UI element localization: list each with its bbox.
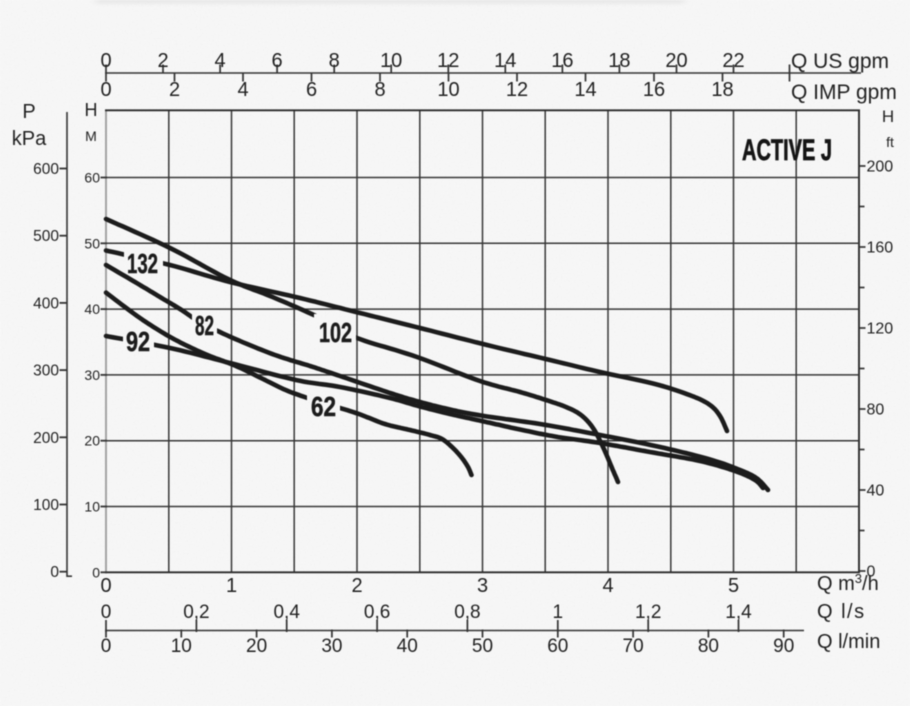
svg-text:400: 400 [33, 295, 59, 312]
svg-text:kPa: kPa [12, 128, 47, 150]
svg-text:0: 0 [100, 50, 111, 72]
svg-text:1,2: 1,2 [635, 602, 661, 623]
svg-text:0: 0 [100, 79, 111, 101]
svg-text:0,6: 0,6 [364, 602, 390, 623]
svg-text:Q US gpm: Q US gpm [791, 50, 889, 73]
svg-text:Q l/min: Q l/min [817, 631, 880, 653]
svg-text:70: 70 [623, 636, 644, 657]
svg-text:50: 50 [84, 235, 100, 251]
svg-text:1,4: 1,4 [725, 602, 752, 623]
svg-text:120: 120 [867, 321, 894, 338]
svg-text:10: 10 [380, 50, 402, 72]
svg-text:4: 4 [602, 575, 613, 597]
svg-text:22: 22 [722, 50, 744, 72]
svg-text:40: 40 [84, 301, 100, 317]
svg-text:1: 1 [226, 575, 237, 597]
svg-text:4: 4 [215, 50, 226, 72]
svg-text:500: 500 [33, 228, 59, 245]
svg-text:10: 10 [437, 79, 459, 101]
svg-text:0,8: 0,8 [454, 602, 480, 623]
svg-text:132: 132 [127, 248, 158, 279]
svg-text:M: M [85, 128, 97, 144]
svg-text:14: 14 [574, 79, 596, 101]
svg-text:50: 50 [472, 636, 493, 657]
svg-text:0,4: 0,4 [273, 602, 300, 623]
svg-text:90: 90 [773, 636, 794, 657]
svg-text:20: 20 [84, 433, 100, 449]
svg-text:2: 2 [351, 575, 362, 597]
svg-text:92: 92 [126, 326, 150, 357]
svg-text:102: 102 [319, 317, 352, 348]
svg-text:ACTIVE J: ACTIVE J [742, 134, 832, 167]
svg-text:6: 6 [306, 79, 317, 101]
svg-text:3: 3 [477, 575, 488, 597]
svg-text:20: 20 [665, 50, 687, 72]
svg-text:0,2: 0,2 [183, 602, 209, 623]
svg-text:0: 0 [101, 602, 112, 623]
svg-text:18: 18 [711, 79, 733, 101]
svg-text:20: 20 [246, 636, 267, 657]
svg-text:6: 6 [272, 50, 283, 72]
svg-text:80: 80 [698, 636, 719, 657]
svg-text:Q l/s: Q l/s [817, 601, 866, 623]
svg-text:80: 80 [867, 402, 885, 419]
svg-text:0: 0 [100, 575, 111, 597]
svg-text:1: 1 [553, 602, 564, 623]
svg-text:4: 4 [237, 79, 248, 101]
svg-text:12: 12 [506, 79, 528, 101]
svg-text:30: 30 [321, 636, 342, 657]
svg-text:2: 2 [169, 79, 180, 101]
svg-text:0: 0 [92, 564, 100, 580]
svg-text:H: H [882, 107, 894, 126]
svg-text:82: 82 [195, 310, 214, 341]
svg-text:60: 60 [547, 636, 568, 657]
svg-text:16: 16 [551, 50, 573, 72]
svg-text:200: 200 [867, 159, 894, 176]
svg-text:100: 100 [33, 497, 59, 514]
svg-text:200: 200 [33, 430, 59, 447]
svg-text:14: 14 [494, 50, 516, 72]
svg-text:40: 40 [867, 483, 885, 500]
svg-text:16: 16 [643, 79, 665, 101]
svg-text:30: 30 [84, 367, 100, 383]
svg-text:0: 0 [101, 636, 112, 657]
svg-text:300: 300 [33, 363, 59, 380]
svg-text:5: 5 [728, 575, 739, 597]
svg-text:12: 12 [437, 50, 459, 72]
svg-text:8: 8 [329, 50, 340, 72]
svg-text:ft: ft [886, 134, 894, 150]
svg-text:Q IMP gpm: Q IMP gpm [791, 81, 897, 104]
svg-text:Q m3/h: Q m3/h [817, 571, 879, 595]
svg-text:18: 18 [608, 50, 630, 72]
svg-text:0: 0 [50, 564, 59, 581]
svg-text:8: 8 [374, 79, 385, 101]
svg-text:2: 2 [157, 50, 168, 72]
svg-text:0: 0 [867, 564, 876, 581]
svg-text:H: H [85, 100, 98, 120]
svg-text:60: 60 [84, 170, 100, 186]
svg-text:62: 62 [311, 391, 336, 422]
svg-text:600: 600 [33, 161, 59, 178]
svg-text:10: 10 [171, 636, 192, 657]
svg-text:10: 10 [84, 499, 100, 515]
svg-text:160: 160 [867, 240, 894, 257]
svg-text:40: 40 [397, 636, 418, 657]
svg-text:P: P [22, 101, 35, 123]
